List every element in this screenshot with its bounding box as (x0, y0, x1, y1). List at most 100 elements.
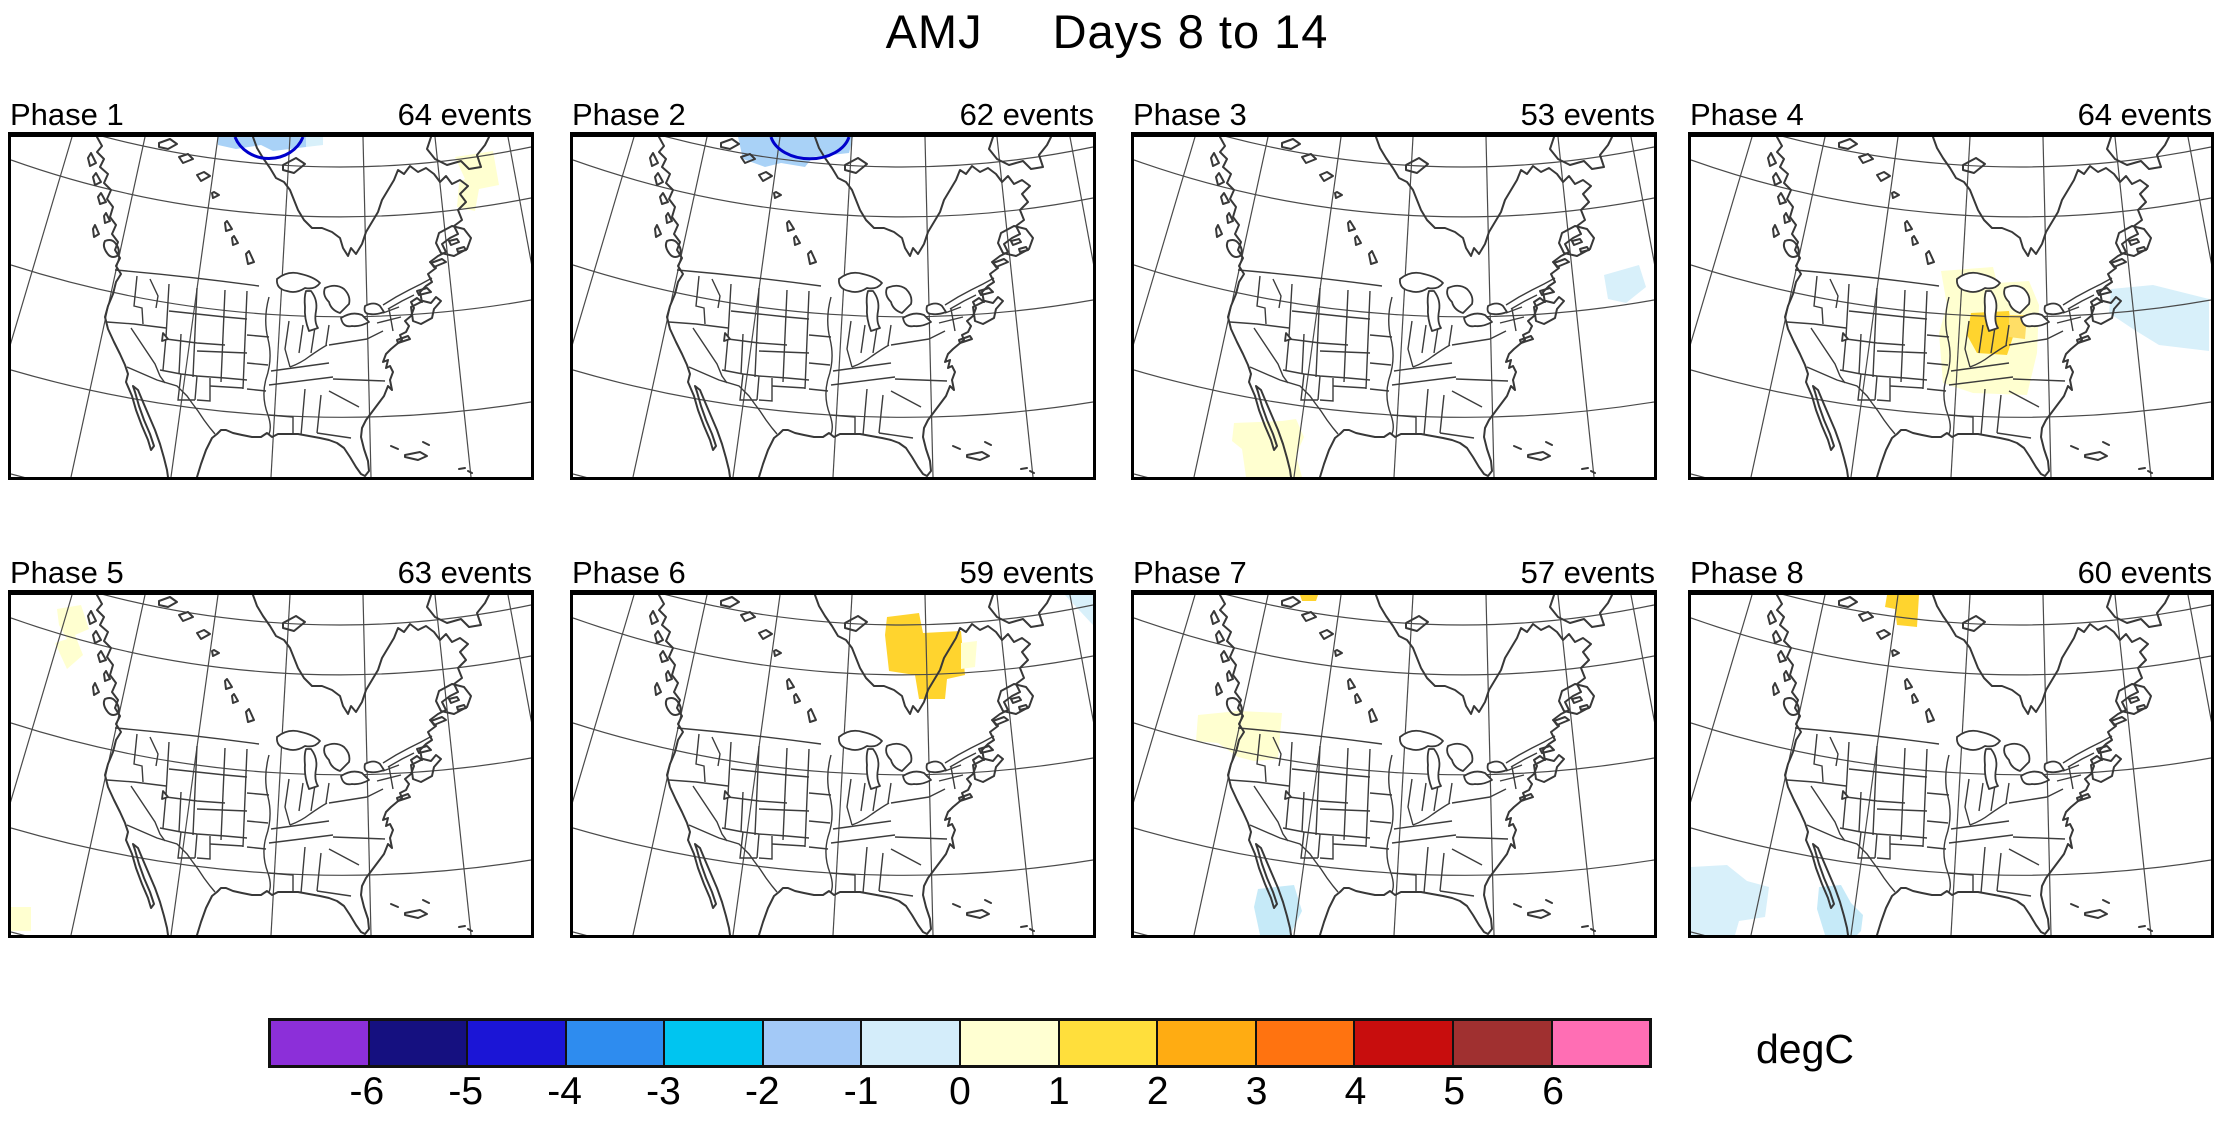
anomaly-patch (1817, 885, 1863, 935)
panel-header: Phase 4 64 events (1688, 98, 2214, 134)
panel-header: Phase 6 59 events (570, 556, 1096, 592)
colorbar-tick-label: -3 (646, 1070, 681, 1113)
state-borders (106, 727, 433, 897)
coastlines (1210, 595, 1613, 935)
colorbar-cell (1254, 1021, 1354, 1065)
graticule-lines (573, 137, 1093, 477)
phase-label: Phase 1 (10, 97, 124, 132)
phase-panel: Phase 4 64 events (1688, 98, 2214, 480)
map-frame (8, 592, 534, 938)
graticule-lines (1134, 595, 1654, 935)
map-frame (570, 592, 1096, 938)
colorbar-cell (1057, 1021, 1157, 1065)
negative-anomaly-contour (233, 137, 305, 160)
north-america-map (573, 595, 1093, 935)
great-lakes (1284, 729, 1508, 800)
north-america-map (1691, 595, 2211, 935)
great-lakes (723, 729, 947, 800)
great-lakes (1841, 729, 2065, 800)
phase-label: Phase 3 (1133, 97, 1247, 132)
anomaly-patch (306, 137, 323, 147)
anomaly-patch (1885, 595, 1919, 627)
state-borders (1229, 269, 1556, 439)
colorbar-cell (367, 1021, 467, 1065)
colorbar-tick-label: -5 (448, 1070, 484, 1113)
colorbar-tick-label: 4 (1344, 1070, 1367, 1113)
map-frame (570, 134, 1096, 480)
map-frame (1131, 592, 1657, 938)
phase-label: Phase 5 (10, 555, 124, 590)
anomaly-patch (1967, 311, 2013, 355)
events-count: 59 events (959, 555, 1094, 590)
title-range: Days 8 to 14 (1052, 5, 1329, 58)
events-count: 62 events (959, 97, 1094, 132)
phase-panel: Phase 2 62 events (570, 98, 1096, 480)
map-frame (1688, 592, 2214, 938)
north-america-map (1691, 137, 2211, 477)
state-borders (668, 727, 995, 897)
figure-title: AMJ Days 8 to 14 (0, 4, 2214, 59)
colorbar-tick-label: 3 (1245, 1070, 1268, 1113)
colorbar-tick-label: 0 (949, 1070, 971, 1113)
colorbar-tick-label: -4 (547, 1070, 582, 1113)
colorbar-ticks: -6 -5 -4 -3 -2 -1 0 1 2 3 4 5 6 (268, 1070, 1652, 1116)
panel-header: Phase 1 64 events (8, 98, 534, 134)
phase-panel: Phase 3 53 events (1131, 98, 1657, 480)
colorbar-cell (1451, 1021, 1551, 1065)
phase-label: Phase 7 (1133, 555, 1247, 590)
map-frame (1131, 134, 1657, 480)
graticule-lines (11, 137, 531, 477)
events-count: 64 events (397, 97, 532, 132)
coastlines (1767, 137, 2170, 477)
anomaly-contours (769, 137, 851, 161)
coastlines (649, 595, 1052, 935)
anomaly-patch (961, 641, 977, 669)
anomaly-patch (1232, 419, 1304, 477)
anomaly-patch (885, 613, 965, 699)
colorbar-unit-label: degC (1756, 1026, 1855, 1072)
colorbar-cell (860, 1021, 960, 1065)
graticule-lines (11, 595, 531, 935)
map-frame (1688, 134, 2214, 480)
events-count: 63 events (397, 555, 532, 590)
coastlines (1767, 595, 2170, 935)
colorbar-cell (271, 1021, 368, 1065)
phase-label: Phase 6 (572, 555, 686, 590)
panel-header: Phase 8 60 events (1688, 556, 2214, 592)
map-frame (8, 134, 534, 480)
panel-header: Phase 3 53 events (1131, 98, 1657, 134)
events-count: 60 events (2077, 555, 2212, 590)
negative-anomaly-contour (769, 137, 851, 161)
phase-label: Phase 8 (1690, 555, 1804, 590)
north-america-map (11, 595, 531, 935)
phase-panel: Phase 5 63 events (8, 556, 534, 938)
anomaly-patches (11, 605, 89, 931)
colorbar (268, 1018, 1652, 1068)
phase-panel: Phase 1 64 events (8, 98, 534, 480)
colorbar-cell (564, 1021, 664, 1065)
anomaly-patch (2109, 285, 2209, 351)
phase-panel: Phase 7 57 events (1131, 556, 1657, 938)
great-lakes (723, 271, 947, 342)
north-america-map (1134, 595, 1654, 935)
graticule-lines (573, 595, 1093, 935)
anomaly-patch (738, 137, 853, 167)
panel-header: Phase 2 62 events (570, 98, 1096, 134)
anomaly-patches (885, 595, 1093, 699)
anomaly-patch (1604, 265, 1646, 303)
north-america-map (573, 137, 1093, 477)
coastlines (649, 137, 1052, 477)
colorbar-cell (1353, 1021, 1452, 1065)
state-borders (668, 269, 995, 439)
anomaly-patch (1300, 595, 1318, 601)
anomaly-patches (1232, 265, 1646, 477)
colorbar-tick-label: -2 (744, 1070, 780, 1113)
great-lakes (1841, 271, 2065, 342)
anomaly-patch (1196, 711, 1282, 761)
north-america-map (11, 137, 531, 477)
panel-header: Phase 7 57 events (1131, 556, 1657, 592)
events-count: 53 events (1520, 97, 1655, 132)
anomaly-patch (1065, 595, 1093, 625)
coastlines (87, 137, 490, 477)
colorbar-cell (1550, 1021, 1650, 1065)
